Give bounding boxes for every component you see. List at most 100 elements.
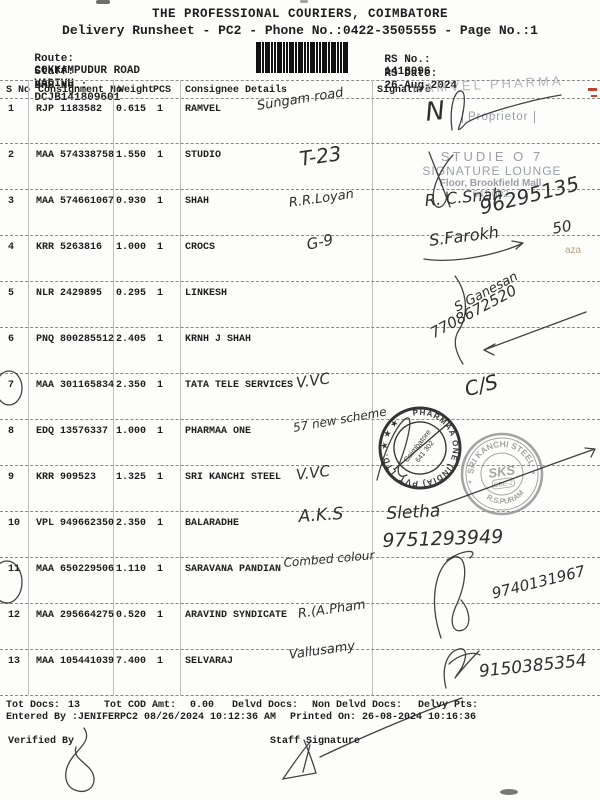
rs-date-row: RS Date: 26-Aug-2024: [358, 56, 457, 104]
cell-pcs: 1: [157, 564, 164, 575]
rs-date-label: RS Date:: [384, 68, 438, 80]
cell-weight: 1.550: [116, 150, 147, 161]
stamp-line: 641 002.: [472, 189, 512, 200]
cell-pcs: 1: [157, 656, 164, 667]
company-title: THE PROFESSIONAL COURIERS, COIMBATORE: [151, 7, 449, 21]
tot-cod-label: Tot COD Amt:: [104, 700, 177, 711]
rs-date-value: 26-Aug-2024: [384, 80, 458, 92]
table-row: 3 MAA 574661067 0.930 1 SHAH: [0, 189, 600, 236]
cell-weight: 1.000: [116, 426, 147, 437]
runsheet-subtitle: Delivery Runsheet - PC2 - Phone No.:0422…: [62, 23, 538, 38]
cell-pcs: 1: [157, 242, 164, 253]
cell-sno: 7: [8, 380, 15, 391]
table-row: 6 PNQ 800285512 2.405 1 KRNH J SHAH: [0, 327, 600, 374]
table-row: 2 MAA 574338758 1.550 1 STUDIO: [0, 143, 600, 190]
tot-docs-label: Tot Docs:: [6, 700, 61, 711]
table-row: 4 KRR 5263816 1.000 1 CROCS: [0, 235, 600, 282]
route-row: Route: COKKAMPUDUR ROAD: [8, 41, 140, 89]
cell-weight: 0.520: [116, 610, 147, 621]
cell-consignment: VPL 949662350: [36, 518, 115, 529]
cell-sno: 12: [8, 610, 21, 621]
cell-sno: 13: [8, 656, 21, 667]
table-gridline: [113, 80, 114, 695]
cell-pcs: 1: [157, 288, 164, 299]
delvd-docs-label: Delvd Docs:: [232, 700, 299, 711]
cell-consignment: MAA 301165834: [36, 380, 115, 391]
non-delvd-docs-label: Non Delvd Docs:: [312, 700, 403, 711]
cell-weight: 2.405: [116, 334, 147, 345]
cell-consignee: SRI KANCHI STEEL: [185, 472, 282, 483]
entered-by-text: Entered By :JENIFERPC2 08/26/2024 10:12:…: [6, 712, 277, 723]
col-header-signature: Signature: [377, 85, 432, 96]
cell-consignment: MAA 295664275: [36, 610, 115, 621]
cell-consignment: PNQ 800285512: [36, 334, 115, 345]
cell-sno: 9: [8, 472, 15, 483]
scan-smudge-bottom: [500, 789, 518, 795]
cell-consignee: KRNH J SHAH: [185, 334, 252, 345]
cell-consignee: LINKESH: [185, 288, 228, 299]
red-edge-mark: [588, 88, 597, 91]
cell-consignee: ARAVIND SYNDICATE: [185, 610, 288, 621]
cell-consignment: NLR 2429895: [36, 288, 103, 299]
staff-value: VADIVU: [34, 78, 75, 90]
cell-weight: 0.615: [116, 104, 147, 115]
staff-signature-label: Staff Signature: [270, 736, 361, 747]
cell-weight: 0.930: [116, 196, 147, 207]
stamp-star-right: ★: [531, 469, 537, 478]
table-gridline: [180, 80, 181, 695]
col-header-consignment: Consignment No: [38, 85, 123, 96]
cell-pcs: 1: [157, 196, 164, 207]
row1-signature: N: [424, 95, 447, 128]
tot-cod-value: 0.00: [190, 700, 215, 711]
cell-weight: 1.110: [116, 564, 147, 575]
cell-pcs: 1: [157, 104, 164, 115]
verified-by-label: Verified By: [8, 736, 75, 747]
totals-row: Tot Docs: 13 Tot COD Amt: 0.00 Delvd Doc…: [0, 700, 600, 712]
cell-consignment: MAA 574661067: [36, 196, 115, 207]
cell-sno: 11: [8, 564, 21, 575]
cell-consignee: CROCS: [185, 242, 216, 253]
cell-consignee: STUDIO: [185, 150, 222, 161]
cell-weight: 7.400: [116, 656, 147, 667]
table-row: 10 VPL 949662350 2.350 1 BALARADHE: [0, 511, 600, 558]
cell-consignee: BALARADHE: [185, 518, 240, 529]
tot-docs-value: 13: [68, 700, 81, 711]
cell-consignee: SHAH: [185, 196, 210, 207]
table-gridline: [372, 80, 373, 695]
proprietor-stamp: Proprietor: [462, 111, 535, 123]
cell-sno: 2: [8, 150, 15, 161]
stamp-branch-code: CBE-2: [493, 480, 513, 490]
cell-consignment: MAA 650229506: [36, 564, 115, 575]
cell-consignment: RJP 1183582: [36, 104, 103, 115]
scan-smudge: [96, 0, 110, 4]
runsheet-barcode: [256, 42, 348, 73]
cell-consignment: KRR 5263816: [36, 242, 103, 253]
rs-no-label: RS No.:: [384, 54, 431, 66]
cell-consignee: PHARMAA ONE: [185, 426, 252, 437]
table-gridline: [28, 80, 29, 695]
stamp-line: STUDIE O 7: [440, 149, 544, 164]
red-edge-mark: [591, 95, 597, 97]
cell-consignment: EDQ 13576337: [36, 426, 109, 437]
audit-row: Entered By :JENIFERPC2 08/26/2024 10:12:…: [0, 712, 600, 724]
cell-consignment: MAA 574338758: [36, 150, 115, 161]
cell-sno: 4: [8, 242, 15, 253]
table-row: 8 EDQ 13576337 1.000 1 PHARMAA ONE: [0, 419, 600, 466]
stamp-star-left: ★: [467, 478, 473, 487]
cell-consignee: RAMVEL: [185, 104, 222, 115]
cell-sno: 3: [8, 196, 15, 207]
rs-no-row: RS No.: 1418096: [358, 42, 431, 90]
footer-divider: [0, 695, 600, 696]
col-header-weight: Weight: [118, 85, 155, 96]
row10-phone: 9751293949: [382, 525, 504, 552]
table-row: 1 RJP 1183582 0.615 1 RAMVEL: [0, 97, 600, 144]
cell-sno: 10: [8, 518, 21, 529]
studio-lounge-stamp: STUDIE O 7 SIGNATURE LOUNGE Floor, Brook…: [392, 149, 592, 200]
scan-smudge: [300, 0, 308, 3]
table-row: 5 NLR 2429895 0.295 1 LINKESH: [0, 281, 600, 328]
cell-weight: 2.350: [116, 518, 147, 529]
cell-pcs: 1: [157, 426, 164, 437]
cell-consignee: TATA TELE SERVICES: [185, 380, 294, 391]
sri-kanchi-steel-round-stamp: SRI KANCHI STEEL R.S.PURAM ★ ★ SKS CBE-2: [460, 432, 544, 516]
